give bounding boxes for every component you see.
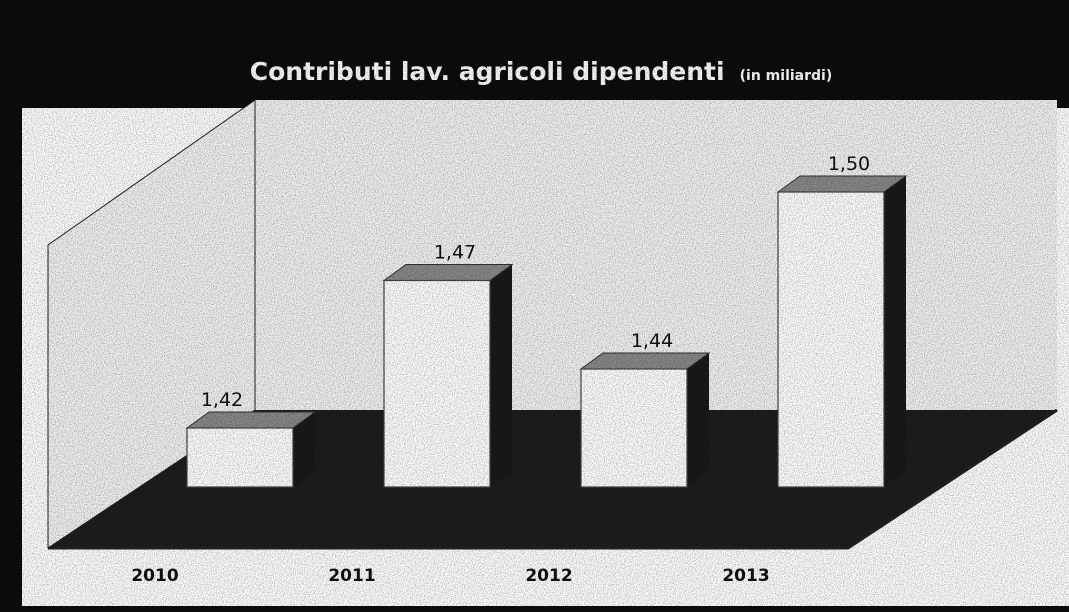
bar-top-2013: [776, 175, 908, 193]
chart-title: Contributi lav. agricoli dipendenti: [250, 57, 725, 86]
bar-2012: [580, 368, 688, 488]
data-label-2013: 1,50: [828, 153, 870, 175]
bar-2013: [777, 191, 885, 488]
bar-top-2012: [579, 352, 711, 370]
bar-top-2010: [185, 411, 317, 429]
bar-side-2013: [884, 176, 906, 487]
x-tick-label-2012: 2012: [525, 566, 572, 586]
bar-2010: [186, 427, 294, 488]
bar-side-2011: [490, 264, 512, 487]
data-label-2011: 1,47: [434, 242, 476, 264]
data-label-2012: 1,44: [631, 330, 673, 352]
x-tick-label-2010: 2010: [131, 566, 178, 586]
x-tick-label-2011: 2011: [328, 566, 375, 586]
chart-subtitle: (in miliardi): [740, 68, 833, 84]
bar-side-2012: [687, 353, 709, 487]
bar-top-2011: [382, 264, 514, 281]
bar-2011: [383, 279, 491, 488]
x-tick-label-2013: 2013: [722, 566, 769, 586]
data-label-2010: 1,42: [201, 389, 243, 411]
